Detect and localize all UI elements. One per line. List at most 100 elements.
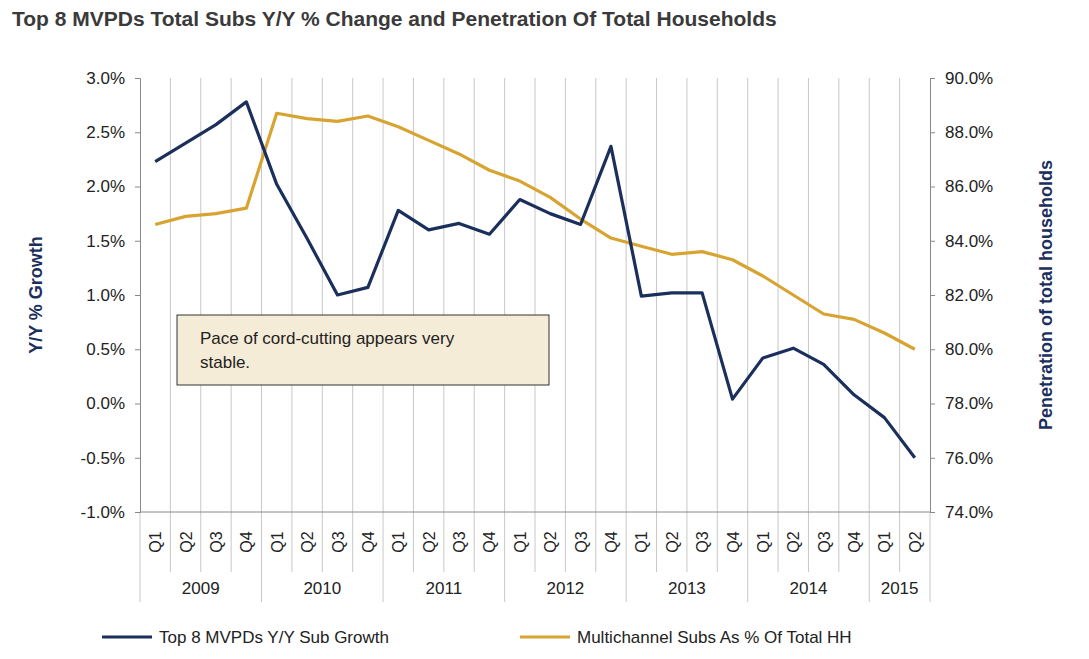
tick-mark (930, 349, 935, 350)
category-divider (200, 512, 201, 572)
x-tick-label: Q4 (603, 531, 620, 552)
grid-line (535, 78, 536, 512)
legend-swatch (102, 635, 152, 638)
tick-mark (135, 78, 140, 79)
y2-axis-line (931, 79, 936, 513)
x-tick-label: Q3 (330, 531, 347, 552)
category-divider (352, 512, 353, 572)
x-group-label: 2012 (546, 579, 584, 598)
tick-mark (930, 295, 935, 296)
category-table: Q1Q2Q3Q4Q1Q2Q3Q4Q1Q2Q3Q4Q1Q2Q3Q4Q1Q2Q3Q4… (140, 512, 930, 602)
tick-mark (135, 241, 140, 242)
tick-label: 74.0% (945, 503, 993, 522)
x-group-label: 2014 (790, 579, 828, 598)
tick: 2.0% (86, 177, 140, 196)
category-divider (778, 512, 779, 572)
x-axis-line (140, 512, 930, 513)
tick-label: -0.5% (81, 449, 125, 468)
tick-mark (930, 187, 935, 188)
tick-mark (930, 512, 935, 513)
category-divider (443, 512, 444, 572)
tick-label: 82.0% (945, 286, 993, 305)
x-tick-label: Q1 (147, 531, 164, 552)
x-tick-label: Q1 (390, 531, 407, 552)
x-tick-label: Q2 (299, 531, 316, 552)
annotation: Pace of cord-cutting appears very stable. (177, 315, 549, 385)
tick-label: 1.5% (86, 232, 125, 251)
tick: 1.0% (86, 286, 140, 305)
x-tick-label: Q1 (633, 531, 650, 552)
tick: 74.0% (930, 503, 993, 522)
grid-line (899, 78, 900, 512)
plot-area (155, 102, 915, 458)
annotation-text: Pace of cord-cutting appears very (200, 329, 455, 348)
tick-mark (930, 241, 935, 242)
grid-line (595, 78, 596, 512)
grid-line (717, 78, 718, 512)
grid-line (291, 78, 292, 512)
tick: 0.0% (86, 394, 140, 413)
tick: 80.0% (930, 340, 993, 359)
grid (170, 78, 899, 512)
tick: 3.0% (86, 69, 140, 88)
tick: -0.5% (81, 449, 140, 468)
x-group-label: 2013 (668, 579, 706, 598)
grid-line (200, 78, 201, 512)
x-group-label: 2011 (426, 579, 463, 598)
grid-line (565, 78, 566, 512)
tick-mark (135, 349, 140, 350)
tick: 86.0% (930, 177, 993, 196)
y-axis: -1.0%-0.5%0.0%0.5%1.0%1.5%2.0%2.5%3.0% (81, 69, 141, 522)
tick-mark (930, 458, 935, 459)
x-tick-label: Q4 (725, 531, 742, 552)
category-divider (291, 512, 292, 572)
category-divider (383, 512, 384, 602)
annotation-text: stable. (200, 353, 250, 372)
x-tick-label: Q1 (512, 531, 529, 552)
title: Top 8 MVPDs Total Subs Y/Y % Change and … (12, 7, 777, 30)
y2-axis-title: Penetration of total households (1036, 160, 1056, 430)
category-divider (322, 512, 323, 572)
category-divider (474, 512, 475, 572)
tick-label: 3.0% (86, 69, 125, 88)
x-tick-label: Q2 (178, 531, 195, 552)
category-divider (930, 512, 931, 602)
tick: 78.0% (930, 394, 993, 413)
tick-mark (135, 512, 140, 513)
tick-mark (135, 458, 140, 459)
chart: Top 8 MVPDs Total Subs Y/Y % Change and … (0, 0, 1089, 659)
x-tick-label: Q2 (907, 531, 924, 552)
tick-label: 2.5% (86, 123, 125, 142)
category-divider (504, 512, 505, 602)
grid-line (231, 78, 232, 512)
tick: -1.0% (81, 503, 140, 522)
x-group-label: 2010 (303, 579, 341, 598)
x-tick-label: Q3 (208, 531, 225, 552)
tick-label: 2.0% (86, 177, 125, 196)
x-tick-label: Q2 (785, 531, 802, 552)
tick-label: 76.0% (945, 449, 993, 468)
y-axis-title: Y/Y % Growth (26, 236, 46, 354)
y-axis-line (135, 79, 141, 513)
x-tick-label: Q2 (664, 531, 681, 552)
x-tick-label: Q4 (360, 531, 377, 552)
tick-mark (135, 132, 140, 133)
grid-line (778, 78, 779, 512)
category-divider (656, 512, 657, 572)
tick-label: 80.0% (945, 340, 993, 359)
category-divider (626, 512, 627, 602)
y2-axis: 74.0%76.0%78.0%80.0%82.0%84.0%86.0%88.0%… (930, 69, 993, 522)
x-tick-label: Q3 (816, 531, 833, 552)
tick-mark (135, 187, 140, 188)
category-divider (231, 512, 232, 572)
grid-line (504, 78, 505, 512)
category-divider (595, 512, 596, 572)
legend-swatch (520, 635, 570, 638)
grid-line (322, 78, 323, 512)
x-tick-label: Q3 (573, 531, 590, 552)
tick-mark (135, 295, 140, 296)
tick: 84.0% (930, 232, 993, 251)
x-group-label: 2015 (881, 579, 919, 598)
x-tick-label: Q3 (451, 531, 468, 552)
x-tick-label: Q2 (421, 531, 438, 552)
